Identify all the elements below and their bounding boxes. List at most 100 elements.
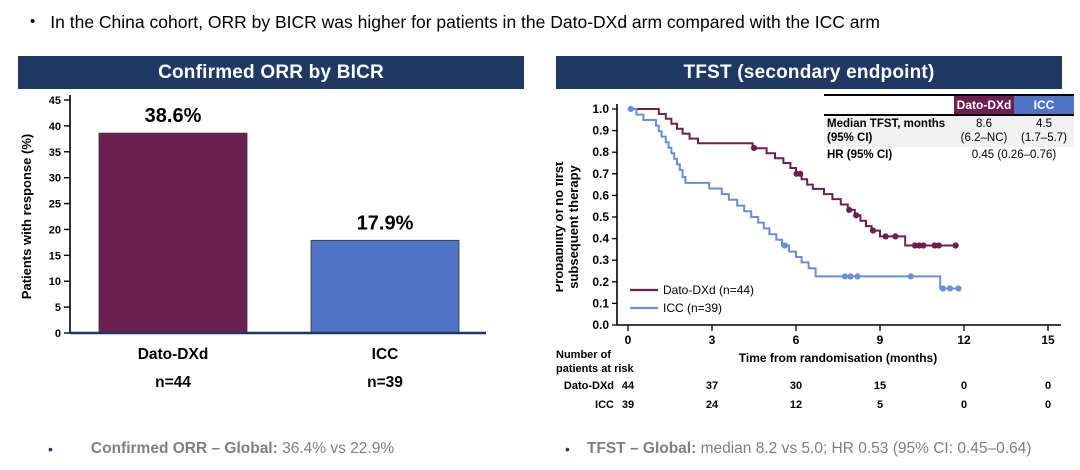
censor-mark bbox=[955, 285, 962, 292]
tfst-panel: 1.0 0.9 0.8 0.7 0.6 0.5 0.4 0.3 0.2 0.1 0.0 0 3 6 9 12 1… bbox=[551, 92, 1080, 437]
censor-mark bbox=[946, 285, 954, 292]
x-tick-label: 6 bbox=[793, 333, 800, 347]
km-curve-icc-n-39 bbox=[628, 108, 962, 290]
censor-mark bbox=[854, 273, 861, 280]
censor-mark bbox=[781, 242, 788, 249]
at-risk-count: 0 bbox=[961, 399, 967, 411]
censor-mark bbox=[869, 227, 877, 234]
at-risk-row-name: Dato-DXd bbox=[564, 380, 614, 392]
censor-mark bbox=[841, 273, 849, 280]
at-risk-count: 5 bbox=[877, 399, 883, 411]
censor-mark bbox=[935, 242, 942, 249]
at-risk-count: 24 bbox=[706, 399, 719, 411]
y-tick-label: 20 bbox=[49, 224, 61, 236]
inset-median-label-line1: Median TFST, months bbox=[827, 118, 946, 131]
bar-icc bbox=[310, 239, 460, 334]
bullet-icon: • bbox=[565, 441, 570, 457]
y-tick-label: 0.6 bbox=[592, 188, 609, 202]
censor-mark bbox=[847, 273, 854, 280]
y-tick-label: 0.0 bbox=[592, 318, 609, 332]
y-axis-label: Patients with response (%) bbox=[19, 134, 34, 299]
inset-header-row: Dato-DXd ICC bbox=[824, 96, 1074, 117]
bar-category-label: Dato-DXd bbox=[138, 346, 209, 363]
at-risk-count: 30 bbox=[790, 380, 802, 392]
y-tick-label: 0 bbox=[55, 328, 61, 340]
at-risk-count: 12 bbox=[790, 399, 802, 411]
at-risk-row-name: ICC bbox=[595, 399, 614, 411]
y-tick-label: 5 bbox=[55, 302, 61, 314]
y-tick-label: 10 bbox=[49, 276, 61, 288]
inset-col-dato: Dato-DXd bbox=[954, 96, 1014, 115]
inset-col-icc: ICC bbox=[1014, 96, 1074, 115]
y-tick-label: 35 bbox=[49, 147, 61, 159]
inset-median-dato-ci: (6.2–NC) bbox=[960, 131, 1008, 144]
inset-hr-label: HR (95% CI) bbox=[827, 149, 893, 162]
x-tick-label: 12 bbox=[957, 333, 971, 347]
censor-mark bbox=[907, 273, 914, 280]
inset-hr-value: 0.45 (0.26–0.76) bbox=[971, 149, 1057, 162]
censor-mark bbox=[939, 285, 947, 292]
censor-mark bbox=[952, 242, 959, 249]
bar-value-label: 38.6% bbox=[145, 105, 202, 127]
inset-median-label-line2: (95% CI) bbox=[827, 131, 873, 144]
censor-mark bbox=[882, 233, 889, 240]
y-tick-label: 0.7 bbox=[592, 167, 609, 181]
footer-tfst-bold: TFST – Global: bbox=[586, 440, 697, 457]
bullet-icon: • bbox=[48, 441, 53, 457]
x-axis-label: Time from randomisation (months) bbox=[739, 351, 937, 365]
inset-row-hr: HR (95% CI) 0.45 (0.26–0.76) bbox=[824, 147, 1074, 165]
orr-panel-header: Confirmed ORR by BICR bbox=[18, 56, 524, 89]
censor-mark bbox=[846, 206, 853, 213]
censor-mark bbox=[920, 242, 927, 249]
y-tick-label: 40 bbox=[49, 121, 61, 133]
censor-mark bbox=[750, 144, 758, 151]
legend-label: ICC (n=39) bbox=[663, 301, 722, 315]
y-tick-label: 15 bbox=[49, 250, 61, 262]
at-risk-label: patients at risk bbox=[556, 363, 635, 375]
at-risk-count: 0 bbox=[961, 380, 967, 392]
bar-dato-dxd bbox=[98, 132, 248, 334]
top-bullet-text: In the China cohort, ORR by BICR was hig… bbox=[50, 12, 880, 32]
y-tick-label: 30 bbox=[49, 173, 61, 185]
footer-orr-rest: 36.4% vs 22.9% bbox=[277, 440, 395, 457]
footer-bullet-tfst: • TFST – Global: median 8.2 vs 5.0; HR 0… bbox=[565, 439, 1031, 459]
bar-value-label: 17.9% bbox=[357, 212, 414, 234]
x-tick-label: 0 bbox=[625, 333, 632, 347]
tfst-panel-header: TFST (secondary endpoint) bbox=[556, 56, 1062, 89]
bullet-icon: • bbox=[30, 13, 36, 30]
y-tick-label: 0.1 bbox=[592, 296, 609, 310]
y-tick-label: 0.4 bbox=[592, 232, 609, 246]
footer-orr-bold: Confirmed ORR – Global: bbox=[90, 440, 278, 457]
orr-bar-chart: 0 5 10 15 20 25 30 35 40 45 38.6% Dato-DXd n=44 17.9%… bbox=[19, 95, 486, 391]
censor-mark bbox=[892, 233, 899, 240]
x-tick-label: 9 bbox=[877, 333, 884, 347]
inset-empty-cell bbox=[824, 96, 954, 115]
censor-mark bbox=[853, 212, 860, 219]
footer-tfst-rest: median 8.2 vs 5.0; HR 0.53 (95% CI: 0.45… bbox=[696, 440, 1032, 457]
y-tick-label: 0.5 bbox=[592, 210, 609, 224]
bar-category-label: ICC bbox=[372, 346, 399, 363]
tfst-km-chart: 1.0 0.9 0.8 0.7 0.6 0.5 0.4 0.3 0.2 0.1 0.0 0 3 6 9 12 1… bbox=[551, 102, 1061, 411]
inset-median-dato: 8.6 bbox=[976, 118, 992, 131]
footer-bullet-orr: • Confirmed ORR – Global: 36.4% vs 22.9% bbox=[48, 439, 394, 459]
at-risk-count: 15 bbox=[874, 380, 886, 392]
y-axis-label: Probability of no firstsubsequent therap… bbox=[556, 161, 581, 292]
x-tick-label: 15 bbox=[1041, 333, 1055, 347]
y-tick-label: 0.2 bbox=[592, 275, 609, 289]
y-tick-label: 45 bbox=[49, 95, 61, 107]
at-risk-label: Number of bbox=[556, 349, 611, 361]
y-tick-label: 0.3 bbox=[592, 253, 609, 267]
at-risk-count: 39 bbox=[622, 399, 634, 411]
inset-median-icc-ci: (1.7–5.7) bbox=[1020, 131, 1068, 144]
at-risk-count: 0 bbox=[1045, 380, 1051, 392]
y-tick-label: 0.8 bbox=[592, 145, 609, 159]
at-risk-count: 37 bbox=[706, 380, 718, 392]
censor-mark bbox=[797, 170, 804, 177]
legend-label: Dato-DXd (n=44) bbox=[663, 283, 754, 297]
at-risk-count: 44 bbox=[622, 380, 635, 392]
y-tick-label: 25 bbox=[49, 199, 61, 211]
orr-panel: 0 5 10 15 20 25 30 35 40 45 38.6% Dato-DXd n=44 17.9%… bbox=[18, 92, 524, 432]
inset-row-median: Median TFST, months (95% CI) 8.6 (6.2–NC… bbox=[824, 116, 1074, 148]
censor-mark bbox=[627, 105, 634, 113]
tfst-inset-table: Dato-DXd ICC Median TFST, months (95% CI… bbox=[824, 94, 1074, 165]
